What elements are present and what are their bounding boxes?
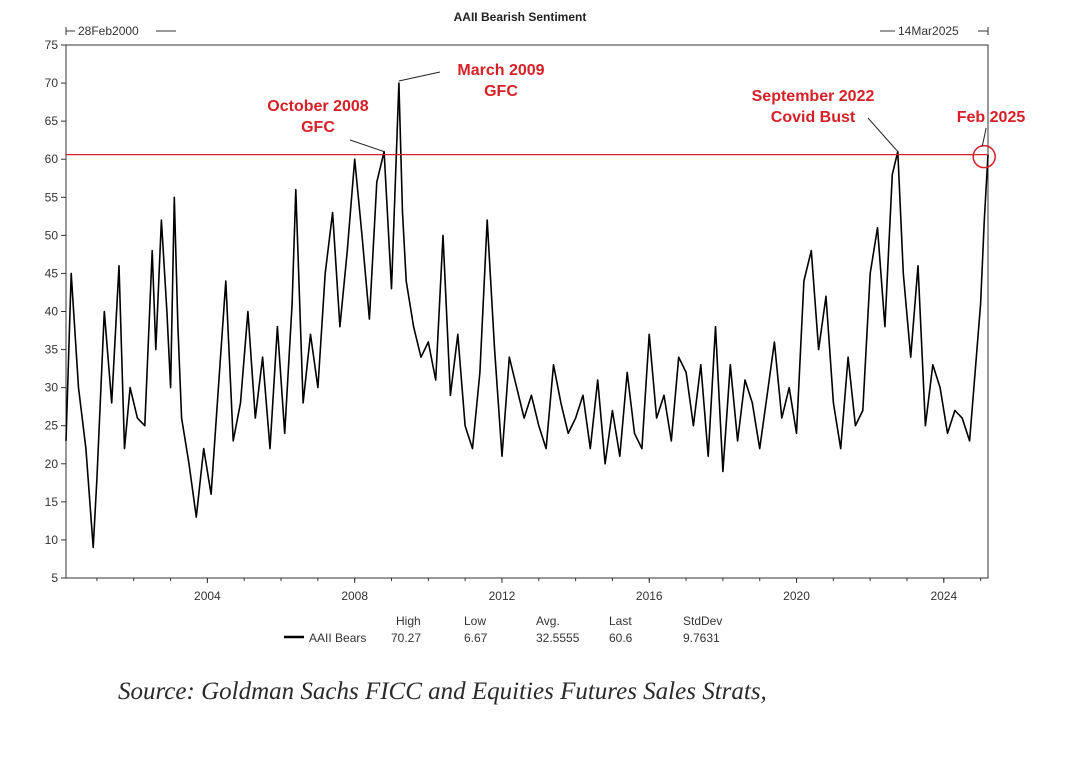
- y-tick-label: 30: [45, 381, 59, 395]
- stat-value-high: 70.27: [391, 631, 421, 645]
- annotation-label: Covid Bust: [771, 109, 856, 126]
- annotation-layer: October 2008 GFC March 2009 GFC September 20…: [267, 62, 1026, 169]
- stat-header-avg: Avg.: [536, 614, 560, 628]
- stats-legend: High Low Avg. Last StdDev AAII Bears 70.…: [284, 614, 722, 645]
- stat-header-last: Last: [609, 614, 632, 628]
- annotation-pointer: [867, 117, 899, 152]
- annotation-pointer: [349, 139, 385, 153]
- x-tick-label: 2016: [636, 589, 663, 603]
- series-layer: [65, 82, 989, 549]
- stat-value-avg: 32.5555: [536, 631, 580, 645]
- source-caption: Source: Goldman Sachs FICC and Equities …: [118, 678, 767, 705]
- annotation-2: September 2022 Covid Bust: [752, 88, 899, 152]
- y-tick-label: 55: [45, 190, 59, 204]
- annotation-circle: [972, 144, 996, 169]
- x-tick-label: 2004: [194, 589, 221, 603]
- annotation-label: GFC: [301, 119, 335, 136]
- stat-value-last: 60.6: [609, 631, 633, 645]
- y-tick-label: 35: [45, 343, 59, 357]
- stat-header-stddev: StdDev: [683, 614, 722, 628]
- y-tick-label: 60: [45, 152, 59, 166]
- annotation-pointer: [398, 71, 441, 82]
- y-tick-label: 75: [45, 38, 59, 52]
- start-date-marker: 28Feb2000: [65, 24, 176, 38]
- stat-header-low: Low: [464, 614, 486, 628]
- y-tick-label: 70: [45, 76, 59, 90]
- y-tick-label: 40: [45, 305, 59, 319]
- annotation-label: March 2009: [457, 62, 544, 79]
- annotation-3: Feb 2025: [957, 109, 1026, 169]
- annotation-1: March 2009 GFC: [398, 62, 545, 100]
- y-tick-label: 50: [45, 228, 59, 242]
- x-tick-label: 2012: [489, 589, 516, 603]
- stat-header-high: High: [396, 614, 421, 628]
- stat-value-low: 6.67: [464, 631, 488, 645]
- end-date-label: 14Mar2025: [898, 24, 959, 38]
- x-tick-label: 2008: [341, 589, 368, 603]
- stat-value-stddev: 9.7631: [683, 631, 720, 645]
- x-tick-label: 2020: [783, 589, 810, 603]
- annotation-label: October 2008: [267, 98, 368, 115]
- y-tick-label: 20: [45, 457, 59, 471]
- x-axis: 2004 2008 2012 2016 2020 2024: [96, 578, 982, 603]
- start-date-label: 28Feb2000: [78, 24, 139, 38]
- end-date-marker: 14Mar2025: [880, 24, 989, 38]
- y-tick-label: 45: [45, 266, 59, 280]
- annotation-0: October 2008 GFC: [267, 98, 385, 153]
- annotation-label: Feb 2025: [957, 109, 1026, 126]
- y-tick-label: 65: [45, 114, 59, 128]
- aaii-bearish-chart: AAII Bearish Sentiment 28Feb2000 14Mar20…: [45, 10, 1026, 645]
- annotation-label: September 2022: [752, 88, 875, 105]
- y-tick-label: 15: [45, 495, 59, 509]
- annotation-pointer: [981, 127, 987, 147]
- chart-title: AAII Bearish Sentiment: [454, 10, 587, 24]
- y-tick-label: 5: [51, 571, 58, 585]
- y-axis: 5 10 15 20 25 30 35 40 45 50 55 60 65 70 75: [45, 38, 66, 585]
- y-tick-label: 10: [45, 533, 59, 547]
- legend-series-label: AAII Bears: [309, 631, 366, 645]
- annotation-label: GFC: [484, 83, 518, 100]
- y-tick-label: 25: [45, 419, 59, 433]
- series-line-aaii-bears: [65, 82, 989, 549]
- x-tick-label: 2024: [930, 589, 957, 603]
